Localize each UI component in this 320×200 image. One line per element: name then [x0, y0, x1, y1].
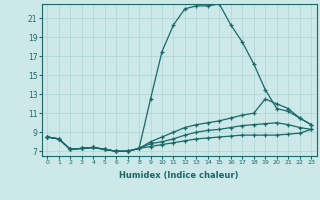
X-axis label: Humidex (Indice chaleur): Humidex (Indice chaleur) — [119, 171, 239, 180]
